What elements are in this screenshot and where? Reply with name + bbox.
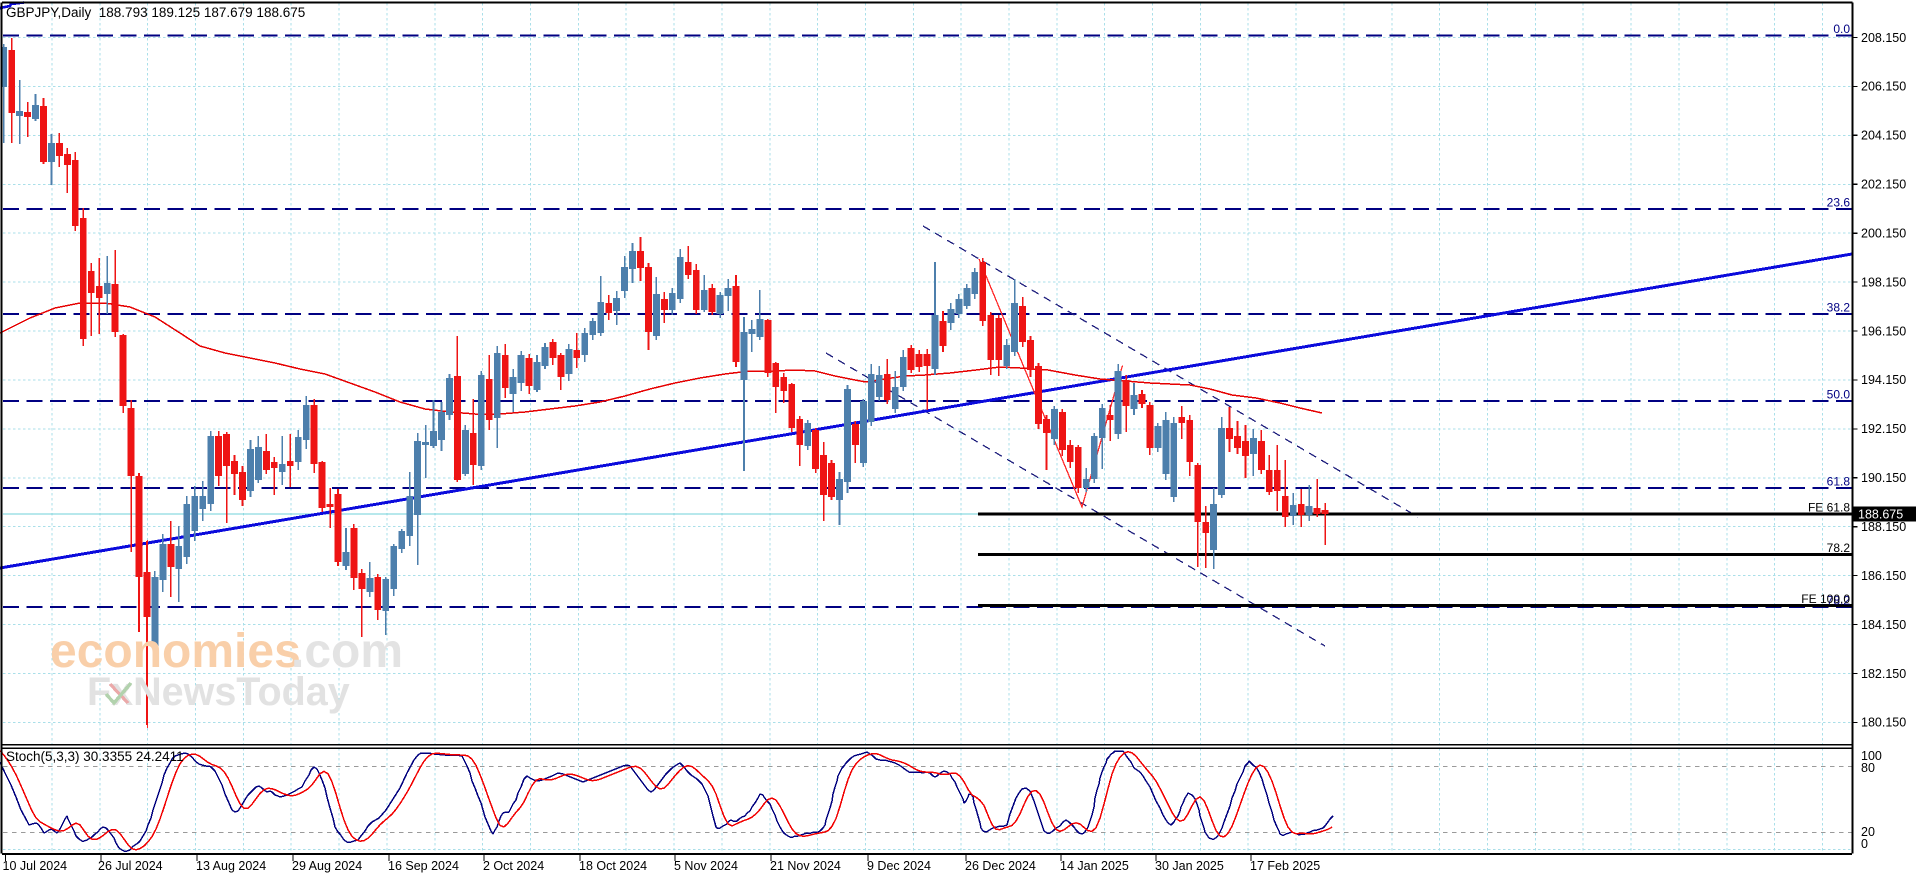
svg-text:economies: economies: [50, 625, 301, 678]
svg-text:10 Jul 2024: 10 Jul 2024: [3, 859, 68, 873]
svg-text:196.150: 196.150: [1861, 324, 1906, 338]
svg-text:61.8: 61.8: [1827, 475, 1851, 489]
svg-text:208.150: 208.150: [1861, 31, 1906, 45]
svg-text:26 Dec 2024: 26 Dec 2024: [965, 859, 1036, 873]
svg-text:30 Jan 2025: 30 Jan 2025: [1155, 859, 1224, 873]
svg-text:184.150: 184.150: [1861, 618, 1906, 632]
svg-text:0: 0: [1861, 837, 1868, 851]
svg-text:GBPJPY,Daily 188.793 189.125: GBPJPY,Daily 188.793 189.125 187.679 188…: [6, 5, 305, 20]
svg-text:204.150: 204.150: [1861, 129, 1906, 143]
svg-text:23.6: 23.6: [1827, 196, 1851, 210]
svg-text:198.150: 198.150: [1861, 275, 1906, 289]
svg-text:21 Nov 2024: 21 Nov 2024: [770, 859, 841, 873]
svg-text:29 Aug 2024: 29 Aug 2024: [292, 859, 362, 873]
svg-text:188.150: 188.150: [1861, 520, 1906, 534]
svg-text:20: 20: [1861, 825, 1875, 839]
svg-text:50.0: 50.0: [1827, 388, 1851, 402]
svg-text:FE 100.0: FE 100.0: [1801, 592, 1850, 606]
svg-text:78.2: 78.2: [1827, 541, 1851, 555]
svg-text:17 Feb 2025: 17 Feb 2025: [1250, 859, 1320, 873]
svg-text:192.150: 192.150: [1861, 422, 1906, 436]
svg-text:188.675: 188.675: [1858, 508, 1903, 522]
svg-text:16 Sep 2024: 16 Sep 2024: [388, 859, 459, 873]
svg-text:38.2: 38.2: [1827, 301, 1851, 315]
svg-text:182.150: 182.150: [1861, 667, 1906, 681]
svg-text:5 Nov 2024: 5 Nov 2024: [674, 859, 738, 873]
svg-text:186.150: 186.150: [1861, 569, 1906, 583]
svg-text:194.150: 194.150: [1861, 373, 1906, 387]
svg-text:206.150: 206.150: [1861, 80, 1906, 94]
svg-text:202.150: 202.150: [1861, 178, 1906, 192]
svg-text:190.150: 190.150: [1861, 471, 1906, 485]
svg-text:13 Aug 2024: 13 Aug 2024: [196, 859, 266, 873]
svg-text:26 Jul 2024: 26 Jul 2024: [98, 859, 163, 873]
svg-text:180.150: 180.150: [1861, 716, 1906, 730]
svg-text:9 Dec 2024: 9 Dec 2024: [867, 859, 931, 873]
svg-text:80: 80: [1861, 761, 1875, 775]
svg-text:FE 61.8: FE 61.8: [1808, 501, 1850, 515]
svg-text:78.2: 78.2: [1827, 594, 1851, 608]
svg-text:18 Oct 2024: 18 Oct 2024: [579, 859, 647, 873]
svg-text:FxNewsToday: FxNewsToday: [87, 670, 350, 714]
svg-text:Stoch(5,3,3) 30.3355 24.2411: Stoch(5,3,3) 30.3355 24.2411: [6, 749, 184, 764]
svg-text:100: 100: [1861, 749, 1882, 763]
svg-text:200.150: 200.150: [1861, 227, 1906, 241]
svg-text:14 Jan 2025: 14 Jan 2025: [1060, 859, 1129, 873]
svg-text:2 Oct 2024: 2 Oct 2024: [483, 859, 544, 873]
svg-text:.com: .com: [291, 625, 403, 678]
svg-text:0.0: 0.0: [1833, 22, 1850, 36]
